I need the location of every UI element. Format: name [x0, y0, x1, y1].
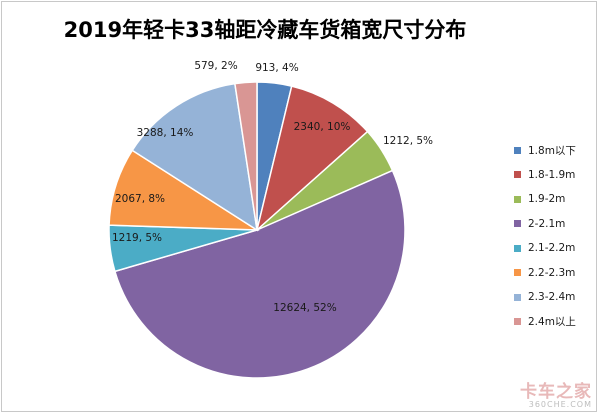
legend-label: 2.4m以上 — [528, 316, 576, 329]
legend-item: 1.8-1.9m — [514, 163, 598, 188]
data-label-3: 1212, 5% — [383, 135, 433, 147]
legend-item: 1.8m以下 — [514, 138, 598, 163]
pie-slices — [108, 81, 406, 379]
pie-slice-2 — [255, 85, 369, 233]
watermark-logo-text: 卡车之家 — [520, 382, 592, 402]
data-label-8: 579, 2% — [194, 60, 237, 72]
legend-item: 2.4m以上 — [514, 310, 598, 335]
legend-item: 2-2.1m — [514, 212, 598, 237]
pie-slice-7 — [131, 82, 258, 232]
data-label-5: 1219, 5% — [112, 232, 162, 244]
legend-swatch — [514, 269, 521, 277]
legend-item: 2.2-2.3m — [514, 261, 598, 286]
legend-swatch — [514, 318, 521, 326]
site-watermark: 卡车之家 360CHE.COM — [520, 377, 592, 409]
legend-swatch — [514, 146, 521, 154]
legend-swatch — [514, 293, 521, 301]
legend-label: 1.8-1.9m — [528, 168, 576, 181]
legend-swatch — [514, 171, 521, 179]
pie-slice-4 — [113, 169, 406, 379]
data-label-4: 12624, 52% — [273, 302, 336, 314]
legend-label: 1.9-2m — [528, 193, 566, 206]
watermark-domain: 360CHE.COM — [528, 400, 592, 409]
legend-item: 2.3-2.4m — [514, 285, 598, 310]
legend-label: 2.2-2.3m — [528, 266, 576, 279]
chart-title: 2019年轻卡33轴距冷藏车货箱宽尺寸分布 — [63, 18, 467, 42]
legend-label: 1.8m以下 — [528, 144, 576, 157]
legend-swatch — [514, 195, 521, 203]
data-label-7: 3288, 14% — [137, 127, 194, 139]
data-label-6: 2067, 8% — [115, 193, 165, 205]
pie-slice-8 — [234, 81, 258, 231]
legend-label: 2.1-2.2m — [528, 242, 576, 255]
legend-item: 2.1-2.2m — [514, 236, 598, 261]
pie-data-labels: 913, 4% 2340, 10% 1212, 5% 12624, 52% 1219, … — [112, 60, 433, 314]
legend-swatch — [514, 244, 521, 252]
data-label-1: 913, 4% — [255, 62, 298, 74]
legend-item: 1.9-2m — [514, 187, 598, 212]
legend-label: 2-2.1m — [528, 217, 566, 230]
legend-swatch — [514, 220, 521, 228]
legend-label: 2.3-2.4m — [528, 291, 576, 304]
chart-legend: 1.8m以下 1.8-1.9m 1.9-2m 2-2.1m 2.1-2.2m 2… — [514, 138, 598, 334]
data-label-2: 2340, 10% — [294, 121, 351, 133]
